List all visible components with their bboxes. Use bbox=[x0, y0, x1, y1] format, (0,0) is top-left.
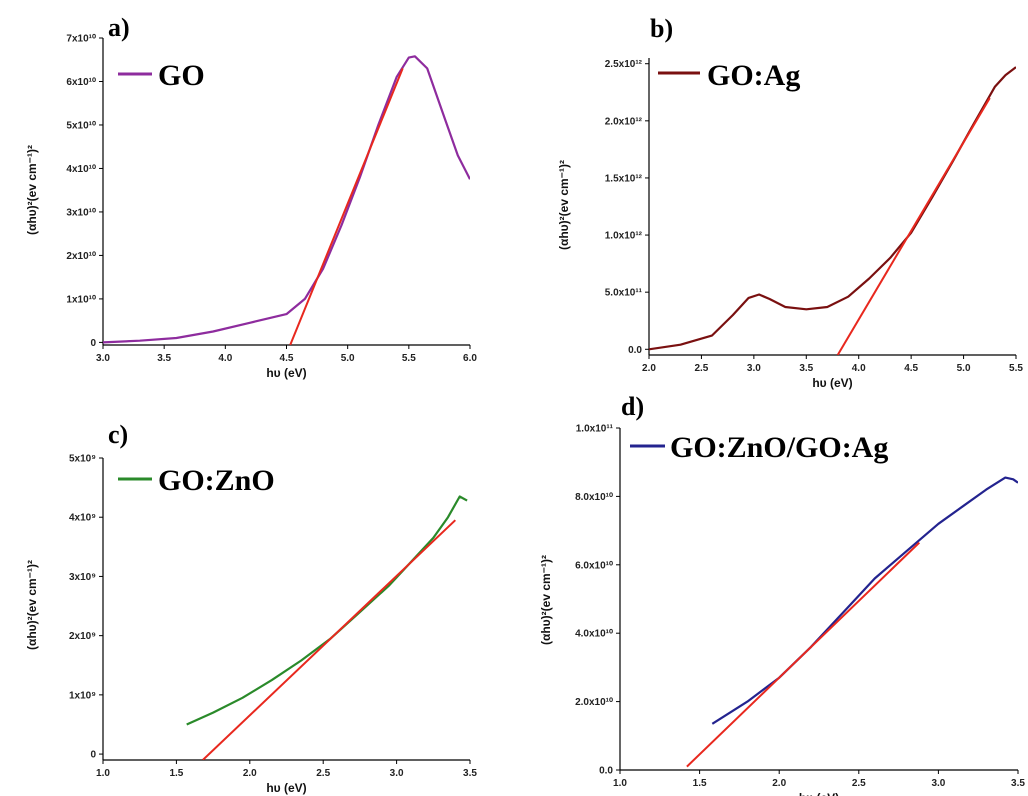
y-tick-label: 4x10⁹ bbox=[69, 513, 96, 524]
x-tick-label: 2.5 bbox=[316, 768, 330, 779]
chart-panel-3: c) 1.0 1.5 2.0 2.5 3.0 3.5 0 1x10⁹ 2x10⁹ 3x10⁹ 4x10… bbox=[25, 420, 477, 795]
linear-fit-line bbox=[686, 541, 920, 768]
y-tick-label: 1.5x10¹² bbox=[605, 173, 643, 184]
y-tick-label: 2.5x10¹² bbox=[605, 59, 643, 70]
y-tick-label: 1x10⁹ bbox=[69, 690, 96, 701]
y-tick-label: 1.0x10¹² bbox=[605, 231, 643, 242]
x-tick-label: 5.0 bbox=[341, 353, 355, 364]
x-tick-label: 2.5 bbox=[852, 778, 866, 789]
x-axis-title: hυ (eV) bbox=[266, 366, 306, 380]
y-axis-title: (αhυ)²(ev cm⁻¹)² bbox=[25, 560, 39, 650]
x-tick-label: 2.5 bbox=[694, 363, 708, 374]
x-tick-label: 4.0 bbox=[218, 353, 232, 364]
y-tick-label: 0 bbox=[90, 338, 96, 349]
y-tick-label: 8.0x10¹⁰ bbox=[575, 492, 613, 503]
y-tick-label: 1x10¹⁰ bbox=[66, 294, 96, 305]
y-tick-label: 0 bbox=[90, 750, 96, 761]
legend-label: GO:ZnO bbox=[158, 464, 275, 497]
data-series-line bbox=[103, 55, 470, 344]
chart-panel-2: b) 2.0 2.5 3.0 3.5 4.0 4.5 5.0 5.5 0.0 5.0x10¹¹ 1.0… bbox=[557, 14, 1023, 390]
x-tick-label: 4.0 bbox=[852, 363, 866, 374]
x-tick-label: 2.0 bbox=[243, 768, 257, 779]
x-tick-label: 3.5 bbox=[799, 363, 813, 374]
panel-label: c) bbox=[108, 420, 128, 449]
y-axis-title: (αhυ)²(ev cm⁻¹)² bbox=[25, 145, 39, 235]
data-series-line bbox=[186, 495, 468, 726]
x-tick-label: 1.0 bbox=[96, 768, 110, 779]
legend-label: GO bbox=[158, 59, 205, 92]
y-tick-label: 5.0x10¹¹ bbox=[605, 288, 643, 299]
data-series-line bbox=[711, 476, 1018, 725]
x-tick-label: 5.5 bbox=[1009, 363, 1023, 374]
x-tick-label: 5.5 bbox=[402, 353, 416, 364]
y-tick-label: 1.0x10¹¹ bbox=[576, 424, 614, 435]
y-tick-label: 0.0 bbox=[628, 345, 642, 356]
y-tick-label: 7x10¹⁰ bbox=[66, 34, 96, 45]
x-axis-title: hυ (eV) bbox=[266, 781, 306, 795]
x-tick-label: 3.0 bbox=[96, 353, 110, 364]
x-tick-label: 3.0 bbox=[390, 768, 404, 779]
y-tick-label: 6x10¹⁰ bbox=[66, 77, 96, 88]
y-tick-label: 2.0x10¹² bbox=[605, 116, 643, 127]
x-tick-label: 4.5 bbox=[904, 363, 918, 374]
panel-label: d) bbox=[621, 392, 644, 421]
y-tick-label: 3x10¹⁰ bbox=[66, 207, 96, 218]
y-tick-label: 2x10⁹ bbox=[69, 631, 96, 642]
legend-label: GO:Ag bbox=[707, 59, 800, 92]
x-axis-title: hυ (eV) bbox=[799, 791, 839, 796]
panel-label: b) bbox=[650, 14, 673, 43]
legend-label: GO:ZnO/GO:Ag bbox=[670, 431, 888, 464]
linear-fit-line bbox=[202, 519, 456, 760]
y-axis-title: (αhυ)²(ev cm⁻¹)² bbox=[557, 160, 571, 250]
chart-panel-4: d) 1.0 1.5 2.0 2.5 3.0 3.5 0.0 2.0x10¹⁰ 4.0x10¹⁰ 6… bbox=[539, 392, 1025, 796]
y-tick-label: 6.0x10¹⁰ bbox=[575, 560, 613, 571]
x-tick-label: 2.0 bbox=[642, 363, 656, 374]
y-tick-label: 4x10¹⁰ bbox=[66, 164, 96, 175]
x-tick-label: 3.5 bbox=[1011, 778, 1025, 789]
data-series-line bbox=[649, 66, 1016, 351]
y-tick-label: 5x10¹⁰ bbox=[66, 120, 96, 131]
x-axis-title: hυ (eV) bbox=[812, 376, 852, 390]
chart-panel-1: a) 3.0 3.5 4.0 4.5 5.0 5.5 6.0 0 1x10¹⁰ 2x10¹⁰ 3x10… bbox=[25, 13, 477, 380]
x-tick-label: 5.0 bbox=[957, 363, 971, 374]
y-tick-label: 5x10⁹ bbox=[69, 454, 96, 465]
x-tick-label: 1.5 bbox=[169, 768, 183, 779]
linear-fit-line bbox=[289, 68, 404, 345]
y-tick-label: 2x10¹⁰ bbox=[66, 251, 96, 262]
x-tick-label: 3.0 bbox=[931, 778, 945, 789]
x-tick-label: 1.0 bbox=[613, 778, 627, 789]
y-tick-label: 0.0 bbox=[599, 766, 613, 777]
x-tick-label: 3.5 bbox=[157, 353, 171, 364]
panel-label: a) bbox=[108, 13, 130, 42]
y-tick-label: 2.0x10¹⁰ bbox=[575, 697, 613, 708]
x-tick-label: 1.5 bbox=[693, 778, 707, 789]
linear-fit-line bbox=[836, 97, 991, 355]
x-tick-label: 3.0 bbox=[747, 363, 761, 374]
x-tick-label: 3.5 bbox=[463, 768, 477, 779]
y-tick-label: 3x10⁹ bbox=[69, 572, 96, 583]
x-tick-label: 2.0 bbox=[772, 778, 786, 789]
x-tick-label: 6.0 bbox=[463, 353, 477, 364]
y-tick-label: 4.0x10¹⁰ bbox=[575, 629, 613, 640]
x-tick-label: 4.5 bbox=[280, 353, 294, 364]
y-axis-title: (αhυ)²(ev cm⁻¹)² bbox=[539, 555, 553, 645]
